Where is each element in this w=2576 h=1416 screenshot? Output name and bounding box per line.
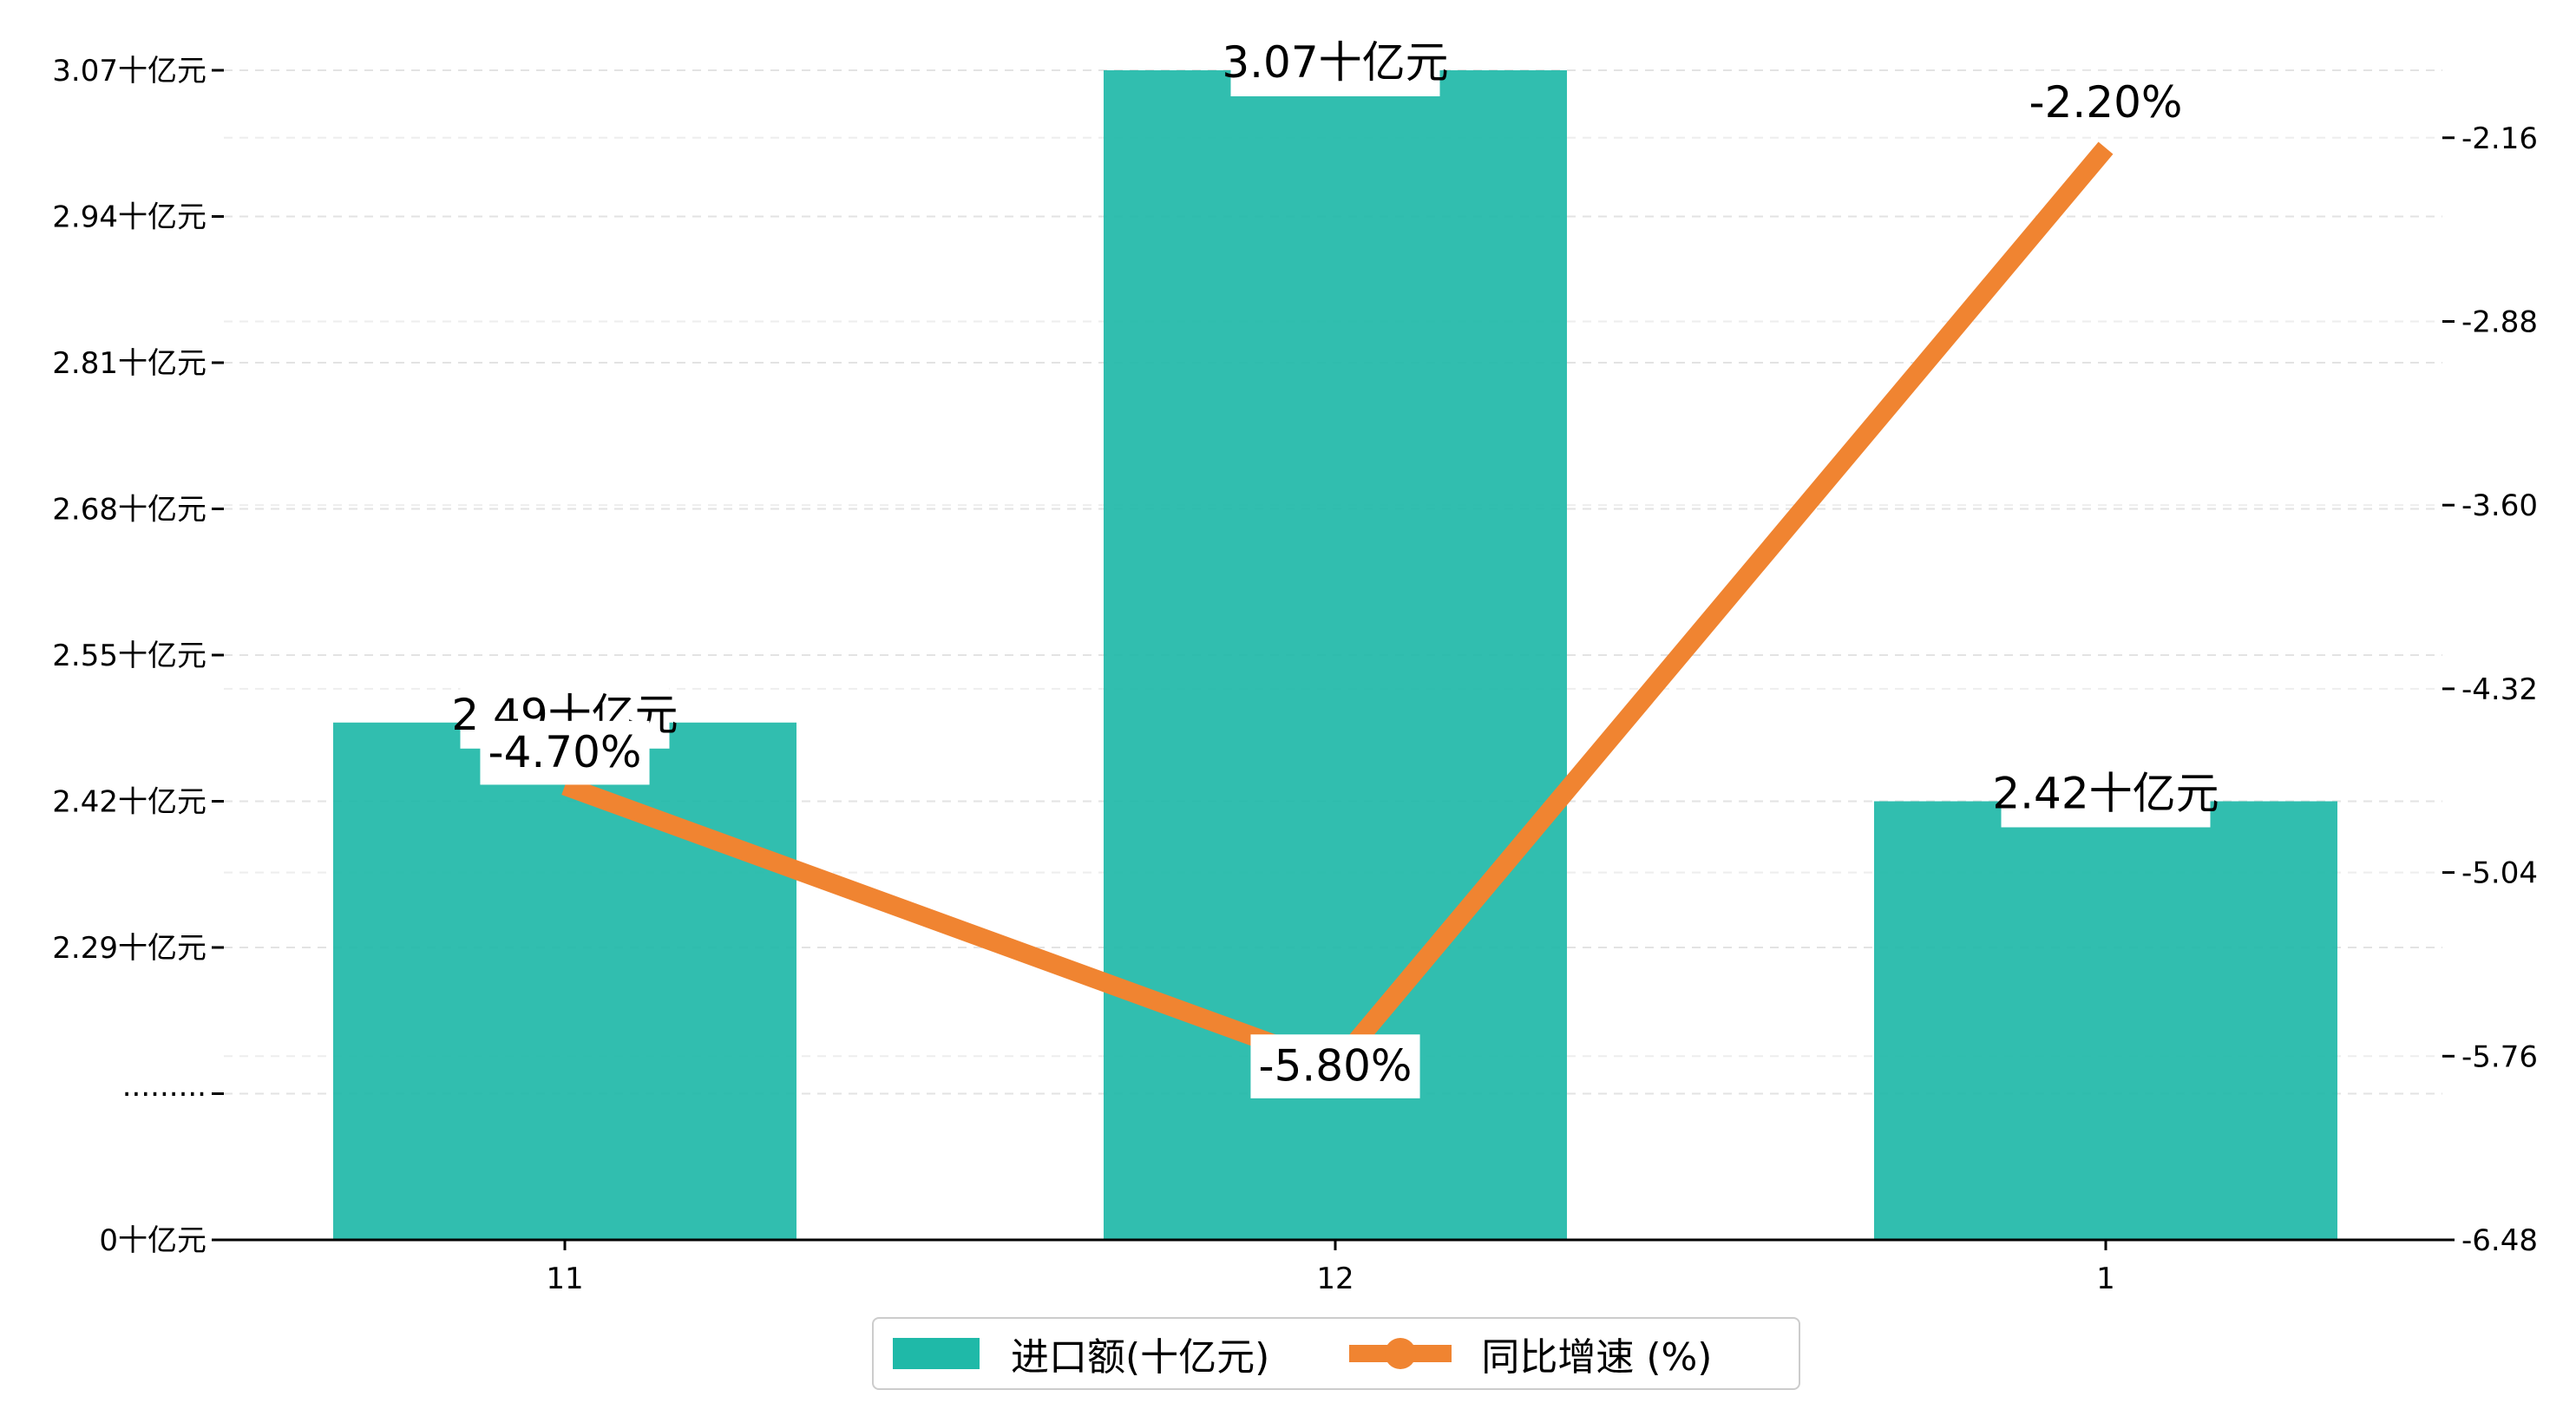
x-tick-label: 12	[1316, 1262, 1354, 1296]
bars	[333, 70, 2337, 1240]
y-right-tick-label: -5.76	[2461, 1039, 2538, 1074]
legend-bar-swatch	[893, 1338, 980, 1369]
bar-value-label-12-text: 3.07十亿元	[1222, 37, 1448, 88]
bar-value-label-1-bg	[2001, 757, 2211, 828]
bar-value-label-1: 2.42十亿元	[1992, 757, 2219, 828]
legend-label-growth: 同比增速 (%)	[1481, 1335, 1713, 1380]
growth-value-label-1-bg	[2021, 70, 2191, 135]
y-right-tick-label: -2.88	[2461, 305, 2538, 339]
growth-value-label-11: -4.70%	[480, 720, 650, 785]
y-left-tick-label: 2.55十亿元	[52, 639, 206, 673]
growth-value-label-12-bg	[1250, 1034, 1420, 1098]
bar-value-label-12: 3.07十亿元	[1222, 27, 1449, 96]
y-right-tick-label: -6.48	[2461, 1223, 2538, 1258]
y-left-tick-label: 0十亿元	[99, 1223, 206, 1258]
legend-item-growth: 同比增速 (%)	[1269, 1326, 1712, 1381]
bar-1	[1874, 801, 2337, 1240]
x-tick-label: 11	[546, 1262, 583, 1296]
x-tick-label: 1	[2096, 1262, 2115, 1296]
y-left-tick-label: 3.07十亿元	[52, 54, 206, 88]
y-right-tick-label: -5.04	[2461, 856, 2538, 891]
y-left-tick-label: 2.42十亿元	[52, 785, 206, 820]
y-right-tick-label: -2.16	[2461, 121, 2538, 156]
bar-value-label-1-text: 2.42十亿元	[1992, 769, 2219, 819]
legend-item-import: 进口额(十亿元)	[874, 1326, 1269, 1381]
axes: 0十亿元 ········· 2.29十亿元 2.42十亿元 2.55十亿元 2.68十亿…	[52, 54, 2538, 1296]
y-left-tick-label: 2.94十亿元	[52, 200, 206, 235]
legend-line-swatch	[1349, 1338, 1452, 1369]
y-right-tick-label: -3.60	[2461, 488, 2538, 523]
y-left-tick-label: 2.29十亿元	[52, 931, 206, 966]
y-left-tick-label: 2.68十亿元	[52, 493, 206, 528]
growth-value-label-11-bg	[480, 720, 650, 785]
y-left-tick-label: 2.81十亿元	[52, 346, 206, 381]
bar-value-label-12-bg	[1230, 27, 1440, 96]
legend-label-import: 进口额(十亿元)	[1011, 1335, 1270, 1380]
y-left-tick-label: ·········	[122, 1078, 206, 1112]
growth-value-label-1: -2.20%	[2021, 70, 2191, 135]
growth-value-label-12-text: -5.80%	[1259, 1041, 1413, 1092]
bar-11	[333, 722, 796, 1240]
y-right-tick-label: -4.32	[2461, 672, 2538, 707]
legend-line-marker	[1385, 1338, 1417, 1369]
growth-value-label-11-text: -4.70%	[488, 727, 642, 777]
legend: 进口额(十亿元) 同比增速 (%)	[872, 1317, 1800, 1390]
growth-value-label-1-text: -2.20%	[2029, 77, 2183, 128]
growth-value-label-12: -5.80%	[1250, 1034, 1420, 1098]
